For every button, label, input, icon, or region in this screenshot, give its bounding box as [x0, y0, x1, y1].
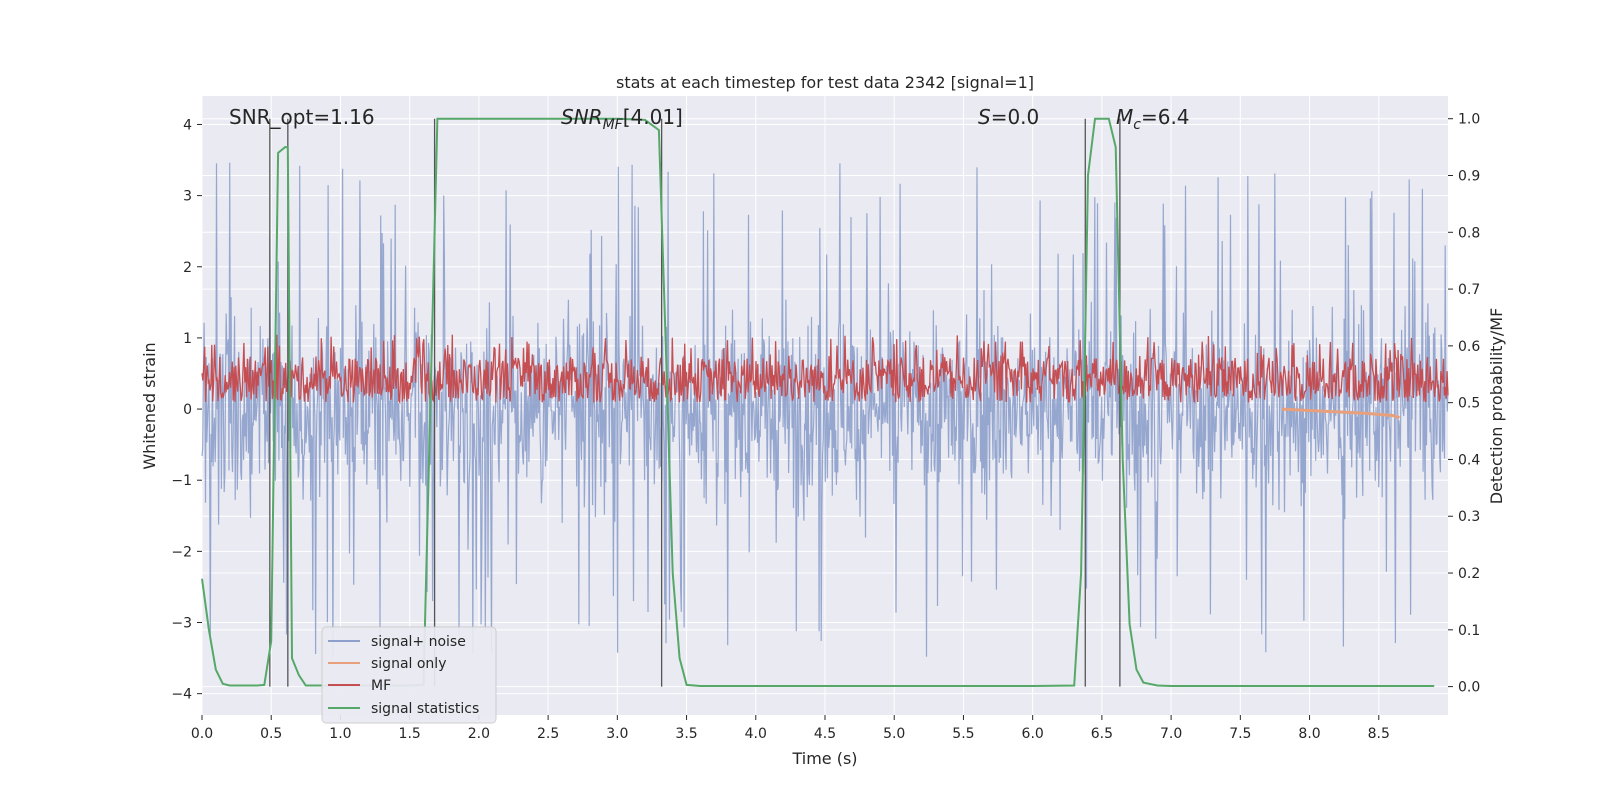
x-axis-label: Time (s): [791, 749, 857, 768]
y-left-tick-label: 0: [183, 402, 192, 418]
right-y-axis-label: Detection probability/MF: [1487, 308, 1506, 505]
x-tick-label: 3.5: [675, 726, 697, 742]
y-left-tick-label: 2: [183, 260, 192, 276]
y-left-tick-label: 4: [183, 117, 192, 133]
annotation-mc: Mc=6.4: [1116, 105, 1190, 133]
x-tick-label: 2.0: [468, 726, 490, 742]
y-left-tick-label: −3: [171, 616, 192, 632]
x-tick-label: 8.5: [1368, 726, 1390, 742]
annotation-snr-mf-value: [4.01]: [623, 105, 683, 129]
x-tick-label: 4.0: [745, 726, 767, 742]
legend-box: [321, 626, 497, 724]
y-right-tick-label: 0.4: [1458, 452, 1480, 468]
signal-only-line: [1281, 407, 1400, 420]
legend-label-noise: signal+ noise: [371, 634, 466, 650]
left-y-axis-label: Whitened strain: [140, 342, 159, 469]
mf-line: [201, 334, 1449, 405]
y-right-tick-label: 0.2: [1458, 566, 1480, 582]
annotation-s: S=0.0: [978, 105, 1039, 129]
signal-statistics-series: [201, 117, 1435, 687]
legend: signal+ noise signal only MF signal stat…: [321, 626, 497, 724]
y-right-tick-label: 1.0: [1458, 112, 1480, 128]
y-left-tick-label: 1: [183, 331, 192, 347]
x-tick-label: 2.5: [537, 726, 559, 742]
y-right-tick-label: 0.5: [1458, 396, 1480, 412]
legend-label-stat: signal statistics: [371, 701, 479, 717]
y-right-tick-label: 0.6: [1458, 339, 1480, 355]
x-tick-label: 7.5: [1229, 726, 1251, 742]
x-tick-label: 8.0: [1298, 726, 1320, 742]
y-left-tick-label: −1: [171, 473, 192, 489]
x-tick-label: 5.0: [883, 726, 905, 742]
x-tick-label: 0.5: [260, 726, 282, 742]
legend-label-signal: signal only: [371, 656, 446, 672]
x-tick-label: 1.0: [329, 726, 351, 742]
y-right-tick-label: 0.7: [1458, 282, 1480, 298]
x-tick-label: 7.0: [1160, 726, 1182, 742]
x-tick-label: 5.5: [952, 726, 974, 742]
x-tick-label: 3.0: [606, 726, 628, 742]
y-right-tick-label: 0.0: [1458, 680, 1480, 696]
right-y-axis-ticks: 1.0 0.9 0.8 0.7 0.6 0.5 0.4 0.3 0.2 0.1 0.0: [1448, 112, 1480, 696]
noise-line: [201, 162, 1449, 658]
mf-series: [201, 334, 1449, 405]
y-right-tick-label: 0.1: [1458, 623, 1480, 639]
annotation-snr-mf: SNRMF[4.01]: [561, 105, 683, 133]
annotation-mc-value: =6.4: [1141, 105, 1190, 129]
signal-only-series: [1281, 407, 1400, 420]
y-right-tick-label: 0.9: [1458, 169, 1480, 185]
signal-noise-series: [201, 162, 1449, 658]
x-tick-label: 4.5: [814, 726, 836, 742]
legend-label-mf: MF: [371, 678, 391, 694]
chart-title: stats at each timestep for test data 234…: [616, 73, 1034, 92]
y-left-tick-label: −4: [171, 687, 192, 703]
x-axis-ticks: 0.0 0.5 1.0 1.5 2.0 2.5 3.0 3.5 4.0 4.5 5.0 5.5 6.0 6…: [191, 715, 1390, 742]
left-y-axis-ticks: 4 3 2 1 0 −1 −2 −3 −4: [171, 117, 202, 703]
y-right-tick-label: 0.8: [1458, 225, 1480, 241]
annotation-s-value: =0.0: [991, 105, 1040, 129]
y-left-tick-label: 3: [183, 189, 192, 205]
x-tick-label: 6.0: [1022, 726, 1044, 742]
annotation-snr-opt: SNR_opt=1.16: [229, 105, 375, 129]
x-tick-label: 0.0: [191, 726, 213, 742]
y-left-tick-label: −2: [171, 544, 192, 560]
x-tick-label: 6.5: [1091, 726, 1113, 742]
x-tick-label: 1.5: [399, 726, 421, 742]
signal-statistics-line: [201, 117, 1435, 687]
y-right-tick-label: 0.3: [1458, 509, 1480, 525]
